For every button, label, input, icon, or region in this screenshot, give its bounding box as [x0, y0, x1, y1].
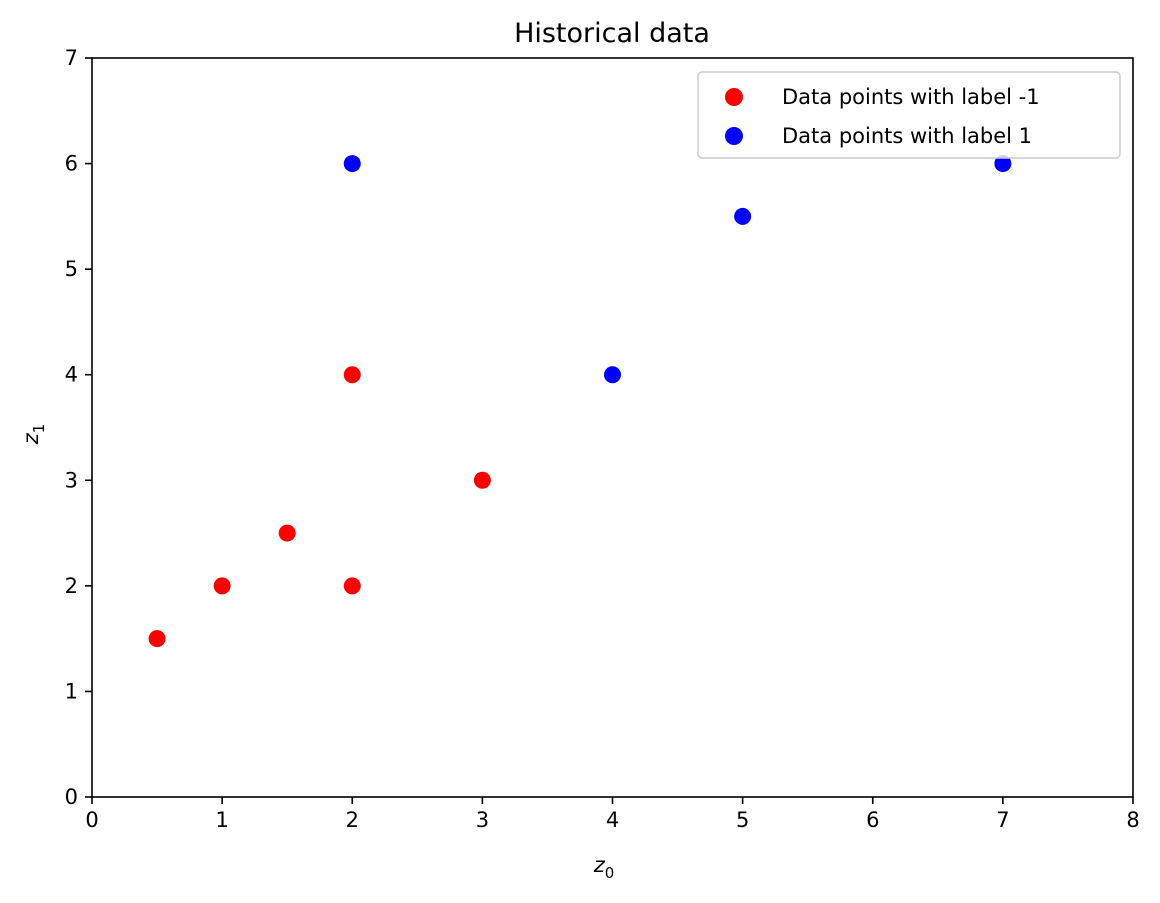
y-axis-label-subscript: 1	[30, 424, 48, 434]
scatter-point-series1-0	[343, 155, 361, 173]
scatter-point-series1-3	[994, 155, 1012, 173]
scatter-point-series0-3	[343, 577, 361, 595]
x-axis-label: z0	[593, 853, 615, 882]
plot-frame	[91, 57, 1134, 798]
scatter-point-series1-1	[604, 366, 621, 384]
scatter-point-series0-2	[278, 524, 296, 542]
y-tick-label-7: 7	[65, 46, 78, 70]
y-tick-label-0: 0	[65, 785, 78, 809]
scatter-point-series1-2	[734, 207, 752, 225]
legend-entry-label-neg1: Data points with label -1	[782, 85, 1040, 109]
chart-marks	[148, 155, 1012, 648]
y-axis-label-base: z	[19, 432, 43, 445]
x-tick-label-0: 0	[85, 808, 98, 832]
legend-marker-label-neg1	[725, 88, 743, 106]
scatter-point-series0-4	[343, 366, 361, 384]
y-tick-label-5: 5	[65, 257, 78, 281]
x-tick-label-1: 1	[215, 808, 228, 832]
x-tick-label-7: 7	[996, 808, 1009, 832]
y-axis-label: z1	[19, 424, 48, 446]
scatter-point-series0-5	[473, 471, 491, 489]
legend: Data points with label -1 Data points wi…	[697, 71, 1121, 159]
y-axis-label-group: z1	[19, 424, 48, 446]
scatter-point-series0-0	[148, 630, 166, 648]
y-tick-label-3: 3	[65, 468, 78, 492]
x-axis-ticks: 0 1 2 3 4 5 6 7 8	[85, 797, 1140, 832]
y-tick-label-2: 2	[65, 574, 78, 598]
x-tick-label-3: 3	[476, 808, 489, 832]
y-tick-label-6: 6	[65, 152, 78, 176]
x-tick-label-8: 8	[1126, 808, 1139, 832]
legend-marker-label-1	[725, 127, 743, 145]
x-axis-label-subscript: 0	[605, 864, 615, 882]
scatter-point-series0-1	[213, 577, 231, 595]
y-tick-label-1: 1	[65, 679, 78, 703]
y-axis-ticks: 0 1 2 3 4 5 6 7	[65, 46, 92, 809]
x-tick-label-6: 6	[866, 808, 879, 832]
y-tick-label-4: 4	[65, 363, 78, 387]
legend-box	[697, 71, 1121, 159]
legend-entry-label-1: Data points with label 1	[782, 124, 1032, 148]
x-tick-label-4: 4	[606, 808, 619, 832]
x-axis-label-base: z	[593, 853, 606, 877]
chart-title: Historical data	[514, 18, 710, 49]
x-tick-label-2: 2	[346, 808, 359, 832]
x-tick-label-5: 5	[736, 808, 749, 832]
